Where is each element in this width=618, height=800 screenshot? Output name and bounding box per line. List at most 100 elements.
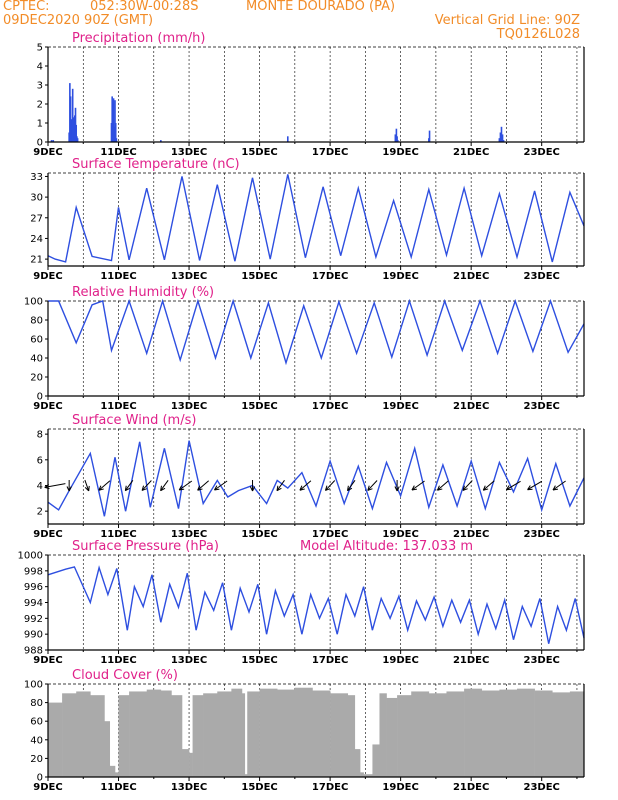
cloud-bar	[517, 688, 535, 777]
cloud-bar	[241, 693, 246, 777]
cloud-bar	[411, 691, 430, 777]
wind-arrow	[367, 480, 378, 491]
wind-arrow	[505, 480, 521, 491]
precip-bar	[160, 140, 162, 142]
x-tick-label: 23DEC	[523, 529, 559, 540]
y-tick-label: 0	[37, 138, 43, 149]
cloud-bar	[386, 697, 398, 777]
cloud-bar	[379, 693, 387, 777]
cloud-bar	[354, 749, 361, 777]
wind-arrow	[178, 480, 193, 491]
wind-arrow	[98, 480, 111, 491]
x-tick-label: 17DEC	[312, 271, 348, 282]
x-tick-label: 21DEC	[453, 401, 489, 412]
x-tick-label: 13DEC	[171, 147, 207, 158]
cloud-bar	[372, 744, 380, 777]
wind-arrow	[249, 479, 256, 492]
x-tick-label: 13DEC	[171, 529, 207, 540]
panel-4: 2 4 6 8 9DEC 11DEC 13DEC 15DEC 17DEC 19DEC 21DEC 23…	[33, 413, 585, 540]
x-tick-label: 15DEC	[241, 401, 277, 412]
cloud-bar	[259, 688, 278, 777]
x-tick-label: 11DEC	[100, 782, 136, 793]
precip-bar	[50, 140, 53, 142]
x-tick-label: 13DEC	[171, 782, 207, 793]
y-tick-label: 4	[37, 62, 43, 73]
cloud-bar	[76, 691, 91, 777]
x-tick-label: 11DEC	[100, 529, 136, 540]
y-tick-label: 20	[30, 373, 43, 384]
cloud-bar	[171, 695, 183, 777]
y-tick-label: 21	[30, 255, 43, 266]
cloud-bar	[446, 691, 465, 777]
cloud-bar	[499, 689, 518, 777]
precip-bar	[114, 100, 116, 142]
wind-arrow	[214, 480, 228, 491]
x-tick-label: 9DEC	[33, 147, 62, 158]
cloud-bar	[244, 774, 248, 777]
x-tick-label: 15DEC	[241, 529, 277, 540]
y-tick-label: 27	[30, 213, 43, 224]
y-tick-label: 30	[30, 193, 43, 204]
wind-arrow	[324, 480, 336, 491]
y-tick-label: 988	[24, 646, 43, 657]
x-tick-label: 9DEC	[33, 271, 62, 282]
cloud-bar	[146, 689, 162, 777]
wind-arrow	[411, 480, 425, 491]
cloud-bar	[160, 690, 172, 777]
precip-bar	[114, 123, 117, 142]
cloud-bar	[217, 691, 232, 777]
panel-title: Cloud Cover (%)	[72, 668, 178, 683]
cloud-bar	[312, 690, 331, 777]
x-tick-label: 15DEC	[241, 271, 277, 282]
cloud-bar	[182, 749, 190, 777]
y-tick-label: 4	[37, 481, 43, 492]
x-tick-label: 15DEC	[241, 782, 277, 793]
cloud-bar	[203, 693, 218, 777]
series-line	[47, 440, 585, 517]
cloud-bar	[231, 688, 243, 777]
cloud-bar	[360, 772, 364, 777]
wind-arrow	[84, 479, 90, 492]
y-tick-label: 24	[30, 234, 43, 245]
cloud-bar	[464, 688, 483, 777]
wind-arrow	[299, 480, 312, 491]
y-tick-label: 994	[24, 598, 43, 609]
x-tick-label: 21DEC	[453, 782, 489, 793]
series-line	[48, 298, 585, 366]
cloud-bar	[192, 695, 204, 777]
y-tick-label: 8	[37, 430, 43, 441]
x-tick-label: 17DEC	[312, 529, 348, 540]
panel-5: 988 990 992 994 996 998 1000 9DEC 11DEC 13DEC 15DE…	[18, 539, 585, 666]
x-tick-label: 13DEC	[171, 271, 207, 282]
cloud-bar	[277, 689, 296, 777]
x-tick-label: 9DEC	[33, 782, 62, 793]
precip-bar	[115, 138, 118, 142]
y-tick-label: 1	[37, 119, 43, 130]
cloud-bar	[118, 695, 130, 777]
cloud-bar	[330, 693, 349, 777]
y-tick-label: 80	[30, 698, 43, 709]
wind-arrow	[347, 480, 356, 492]
y-tick-label: 40	[30, 735, 43, 746]
y-tick-label: 5	[37, 43, 43, 54]
panel-title: Precipitation (mm/h)	[72, 31, 205, 46]
y-tick-label: 1000	[18, 551, 43, 562]
y-tick-label: 998	[24, 566, 43, 577]
precip-bar	[498, 138, 501, 142]
x-tick-label: 21DEC	[453, 529, 489, 540]
precip-bar	[396, 136, 398, 142]
precip-bar	[71, 88, 74, 142]
precip-bar	[75, 124, 78, 142]
precip-bar	[76, 138, 79, 142]
x-tick-label: 19DEC	[382, 271, 418, 282]
header-coordinates: 052:30W-00:28S	[90, 0, 199, 14]
y-tick-label: 990	[24, 630, 43, 641]
cloud-bar	[397, 695, 412, 777]
wind-arrow	[141, 480, 152, 491]
cloud-bar	[109, 765, 116, 777]
x-tick-label: 9DEC	[33, 655, 62, 666]
cloud-bar	[481, 690, 500, 777]
cloud-bar	[62, 693, 77, 777]
cloud-bar	[534, 690, 553, 777]
precip-bar	[428, 130, 431, 142]
